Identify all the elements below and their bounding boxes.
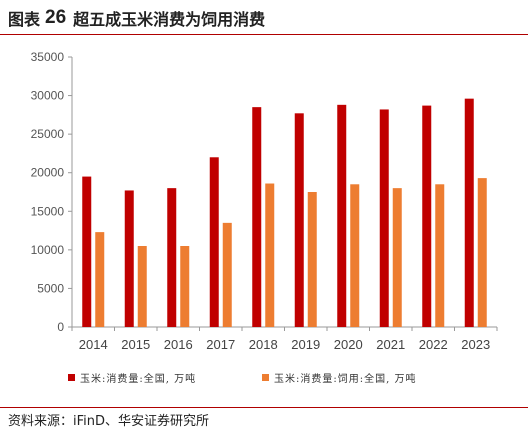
bar-total-consumption — [124, 190, 134, 327]
legend-item-feed-consumption: 玉米:消费量:饲用:全国, 万吨 — [262, 370, 416, 385]
y-tick-label: 35000 — [31, 50, 65, 64]
bar-total-consumption — [82, 176, 92, 327]
source-divider — [0, 407, 528, 408]
x-tick-label: 2018 — [249, 337, 278, 352]
bar-feed-consumption — [392, 188, 402, 327]
legend-swatch-total — [68, 374, 75, 381]
bar-total-consumption — [252, 107, 262, 328]
bar-total-consumption — [379, 109, 389, 327]
figure-label: 图表 — [8, 10, 41, 29]
source-note: 资料来源：iFinD、华安证券研究所 — [8, 414, 210, 429]
bar-total-consumption — [422, 105, 432, 327]
x-tick-label: 2023 — [461, 337, 490, 352]
legend-item-total-consumption: 玉米:消费量:全国, 万吨 — [68, 370, 196, 385]
chart-legend: 玉米:消费量:全国, 万吨 玉米:消费量:饲用:全国, 万吨 — [0, 370, 528, 388]
bar-feed-consumption — [222, 222, 232, 327]
figure-title-text: 超五成玉米消费为饲用消费 — [73, 10, 266, 29]
legend-swatch-feed — [262, 374, 269, 381]
x-tick-label: 2021 — [376, 337, 405, 352]
y-tick-label: 10000 — [31, 243, 65, 257]
y-tick-label: 15000 — [31, 204, 65, 218]
x-tick-label: 2016 — [164, 337, 193, 352]
bar-total-consumption — [337, 104, 347, 327]
bar-feed-consumption — [137, 246, 147, 327]
figure-number: 26 — [45, 7, 67, 28]
x-tick-label: 2019 — [291, 337, 320, 352]
x-tick-label: 2015 — [121, 337, 150, 352]
y-tick-label: 30000 — [31, 89, 65, 103]
bar-total-consumption — [464, 98, 474, 328]
x-tick-label: 2022 — [419, 337, 448, 352]
bar-feed-consumption — [435, 184, 445, 327]
bar-feed-consumption — [350, 184, 360, 327]
bar-chart: 0 5000 10000 15000 20000 25000 30000 35000 2014 2… — [31, 50, 498, 352]
bar-feed-consumption — [307, 192, 317, 327]
figure-title: 图表 26 超五成玉米消费为饲用消费 — [8, 4, 265, 32]
title-divider — [0, 34, 528, 35]
bar-total-consumption — [209, 157, 219, 327]
bar-feed-consumption — [95, 232, 105, 327]
legend-label-feed: 玉米:消费量:饲用:全国, 万吨 — [274, 374, 417, 385]
legend-label-total: 玉米:消费量:全国, 万吨 — [80, 374, 197, 385]
x-tick-label: 2014 — [79, 337, 108, 352]
y-tick-label: 20000 — [31, 166, 65, 180]
bar-feed-consumption — [265, 183, 275, 327]
bar-total-consumption — [167, 188, 177, 327]
y-tick-label: 5000 — [37, 281, 64, 295]
x-tick-label: 2020 — [334, 337, 363, 352]
x-tick-label: 2017 — [206, 337, 235, 352]
bar-feed-consumption — [180, 246, 190, 327]
bar-feed-consumption — [477, 178, 487, 327]
bar-total-consumption — [294, 113, 304, 327]
y-tick-label: 0 — [57, 320, 64, 334]
y-tick-label: 25000 — [31, 127, 65, 141]
